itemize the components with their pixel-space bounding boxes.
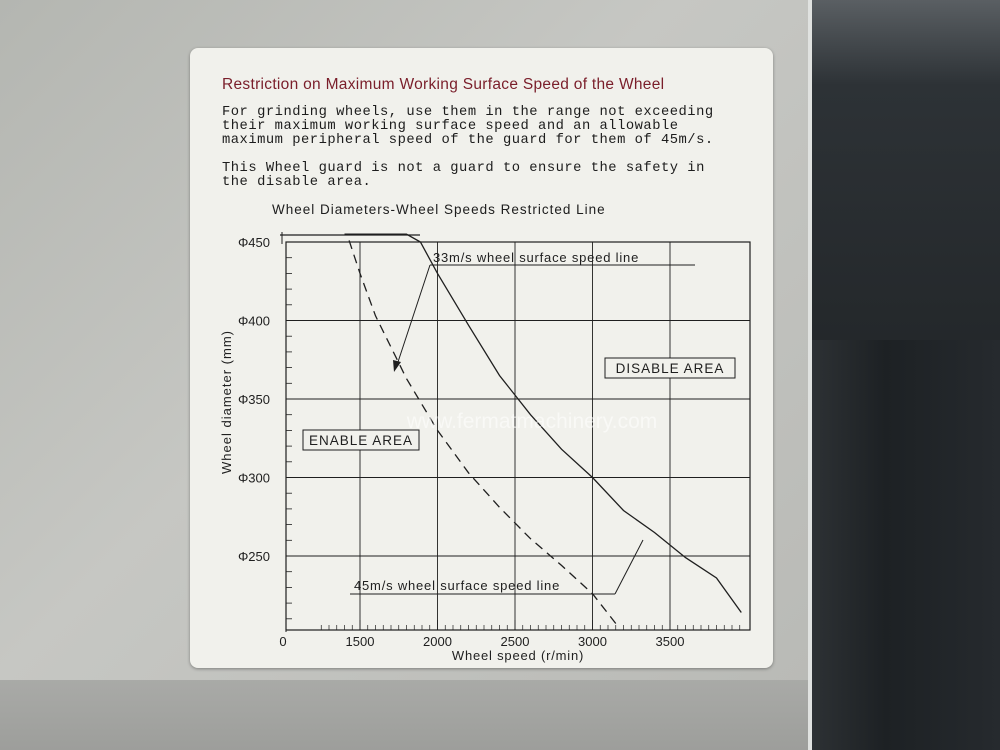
callout-33-leader xyxy=(395,264,431,369)
chart-title: Wheel Diameters-Wheel Speeds Restricted … xyxy=(272,202,606,217)
callout-45-text: 45m/s wheel surface speed line xyxy=(354,578,560,593)
paragraph-line: This Wheel guard is not a guard to ensur… xyxy=(222,161,705,176)
x-tick-label: 2000 xyxy=(423,634,452,649)
y-tick-label: Φ350 xyxy=(238,392,270,407)
machine-side-panel-top xyxy=(812,0,1000,340)
label-paragraph-2: This Wheel guard is not a guard to ensur… xyxy=(222,162,705,190)
machine-edge xyxy=(808,0,812,750)
enable-area-label: ENABLE AREA xyxy=(309,433,413,448)
x-tick-label: 3000 xyxy=(578,634,607,649)
y-tick-label: Φ450 xyxy=(238,235,270,250)
enable-area-label-box xyxy=(302,429,420,451)
x-tick-label: 3500 xyxy=(656,634,685,649)
paragraph-line: the disable area. xyxy=(222,175,372,190)
series-33ms-line xyxy=(344,233,742,613)
paragraph-line: maximum peripheral speed of the guard fo… xyxy=(222,133,714,148)
y-tick-label: Φ250 xyxy=(238,549,270,564)
label-paragraph-1: For grinding wheels, use them in the ran… xyxy=(222,106,714,148)
y-tick-label: Φ300 xyxy=(238,471,270,486)
y-axis-label: Wheel diameter (mm) xyxy=(219,330,234,474)
x-axis-label: Wheel speed (r/min) xyxy=(452,648,584,663)
chart-series xyxy=(280,233,742,624)
series-45ms-line xyxy=(348,240,617,624)
machine-housing-base xyxy=(0,680,810,750)
paragraph-line: For grinding wheels, use them in the ran… xyxy=(222,105,714,120)
x-tick-label: 0 xyxy=(279,634,286,649)
paragraph-line: their maximum working surface speed and … xyxy=(222,119,679,134)
disable-area-label-box xyxy=(604,357,736,379)
x-tick-label: 1500 xyxy=(346,634,375,649)
callout-33-text: 33m/s wheel surface speed line xyxy=(433,250,639,265)
chart-axes xyxy=(281,232,741,632)
watermark: www.fermatmachinery.com xyxy=(406,410,658,433)
y-tick-label: Φ400 xyxy=(238,314,270,329)
disable-area-label: DISABLE AREA xyxy=(616,361,725,376)
callout-45-leader xyxy=(614,539,644,595)
label-title: Restriction on Maximum Working Surface S… xyxy=(222,76,665,93)
callout-33-arrowhead xyxy=(393,360,401,372)
x-tick-label: 2500 xyxy=(501,634,530,649)
chart-labels: Φ450 Φ400 Φ350 Φ300 Φ250 0 1500 2000 2500 3000 350… xyxy=(219,235,736,663)
